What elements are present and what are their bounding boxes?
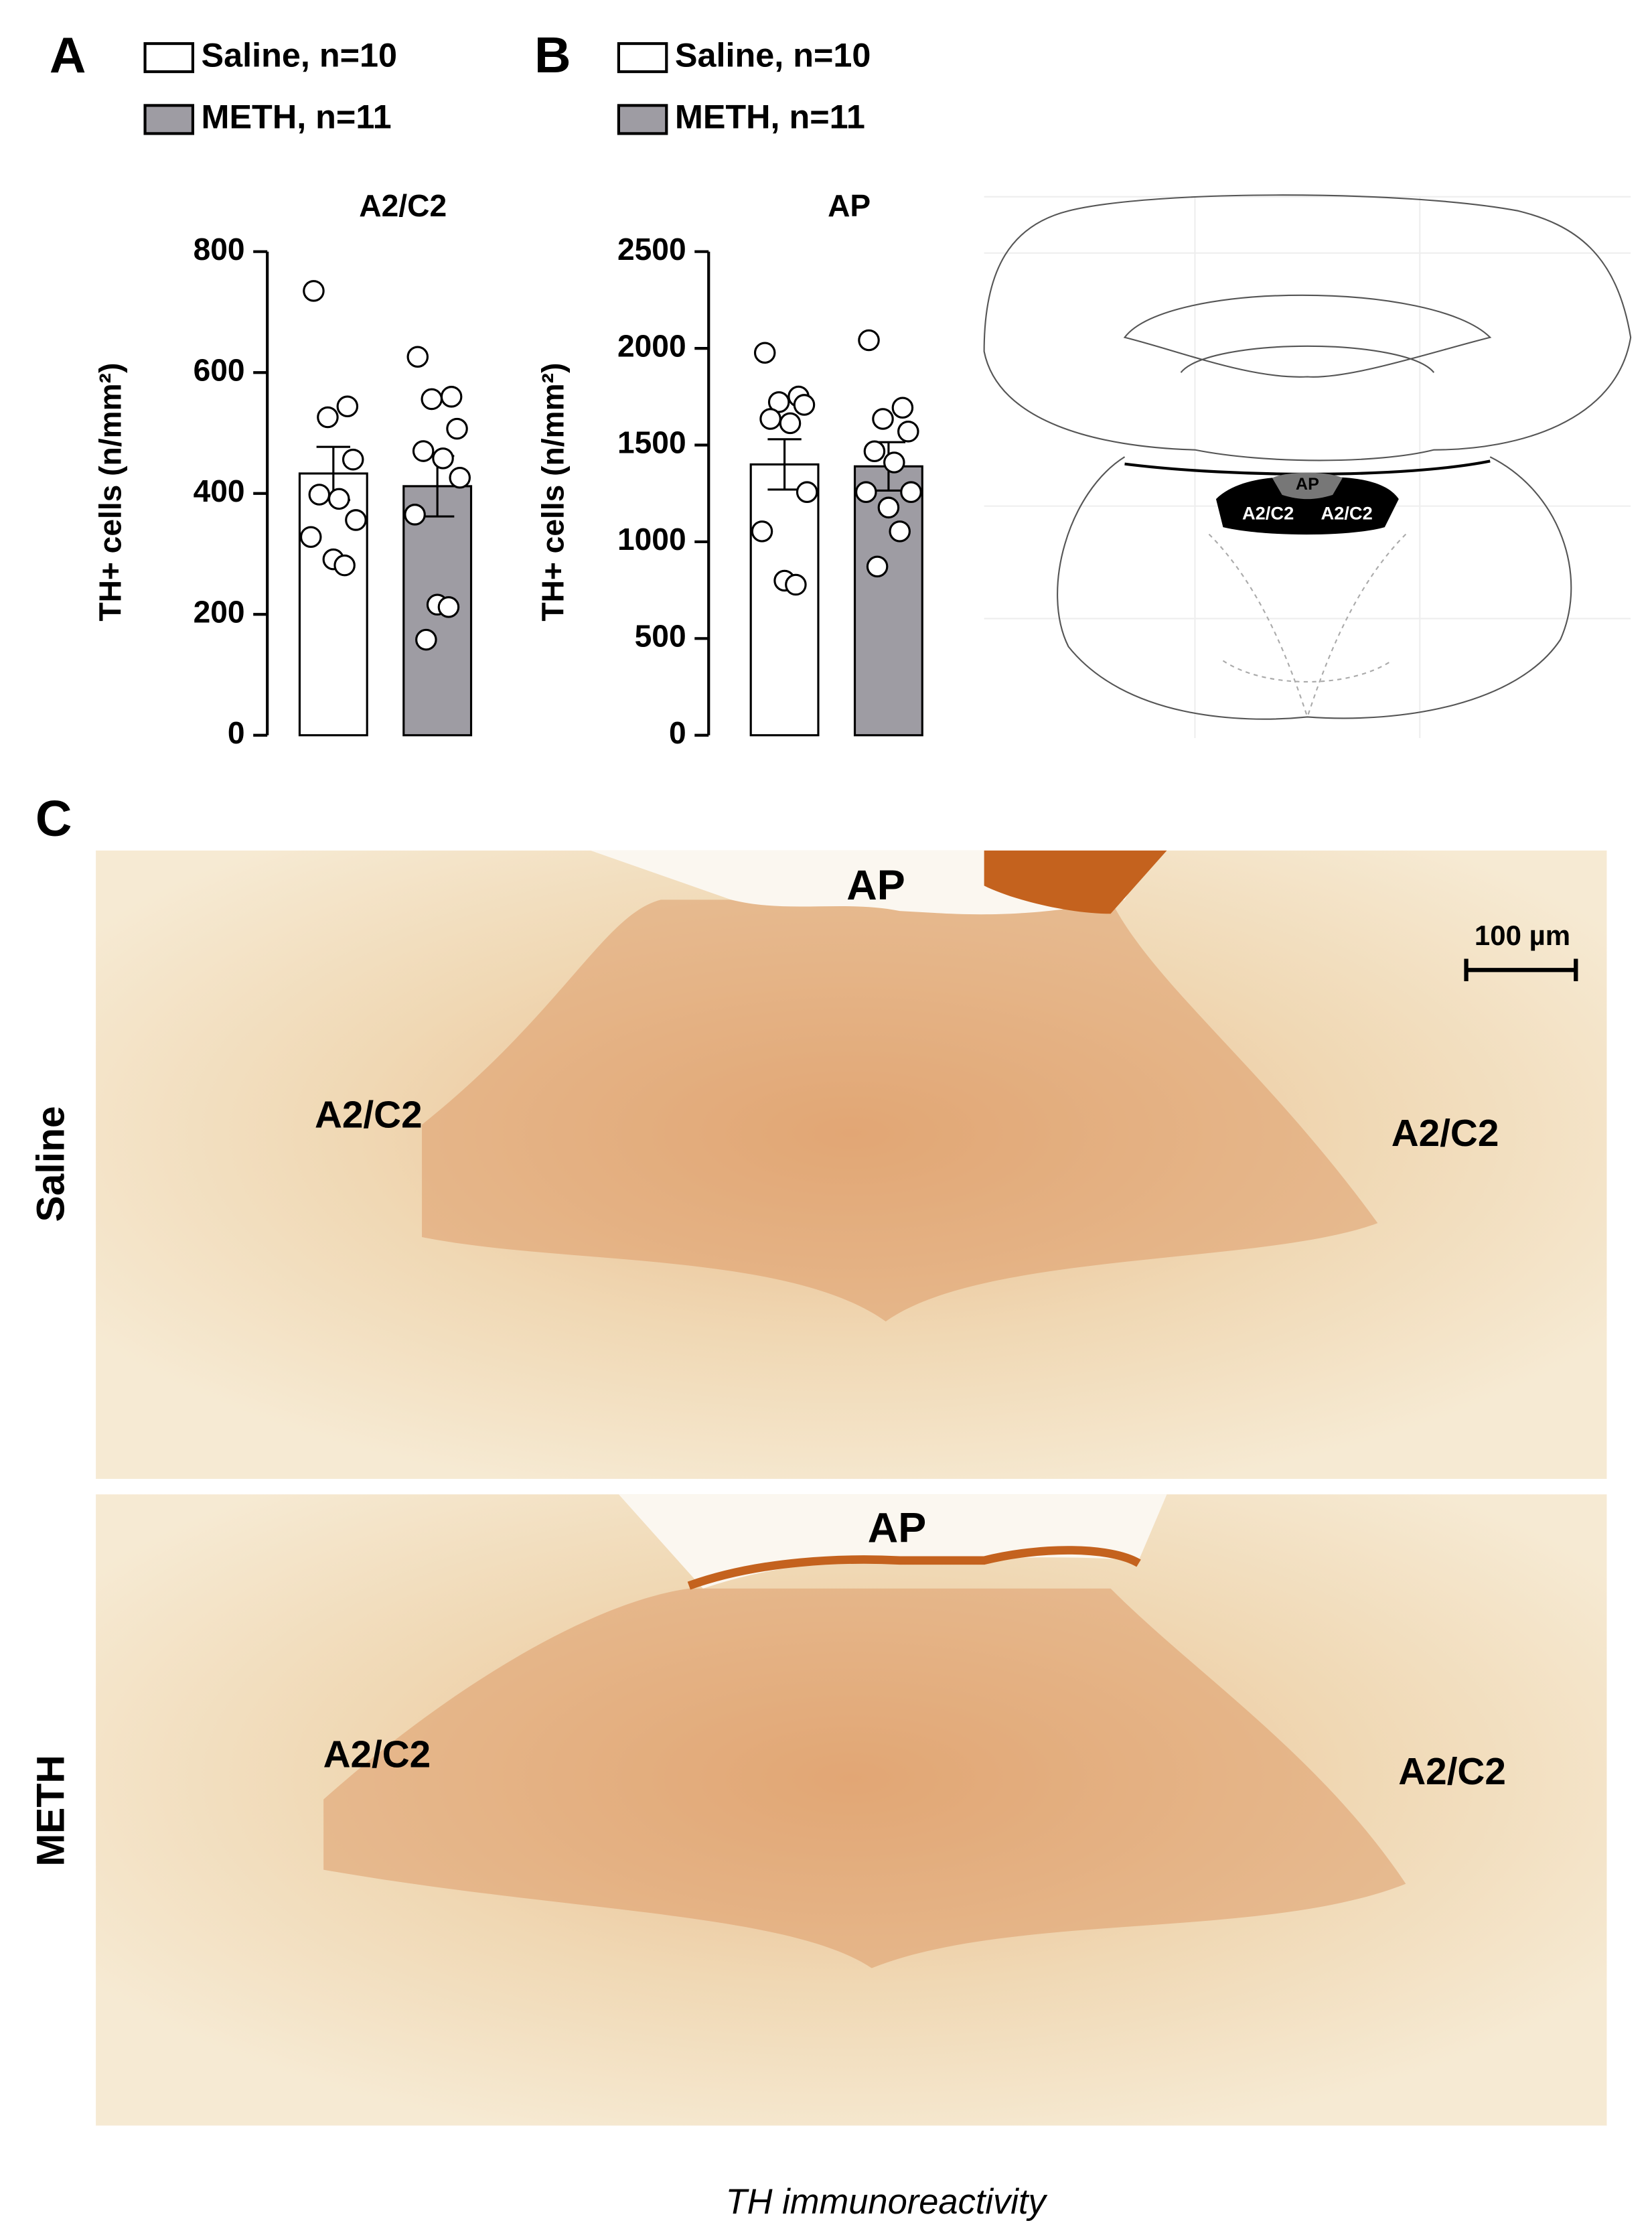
caption: TH immunoreactivity (726, 2183, 1048, 2222)
data-point (751, 520, 773, 543)
legend-swatch (617, 42, 668, 74)
y-tick-label: 2000 (617, 328, 686, 363)
data-point (327, 488, 350, 510)
data-point (891, 397, 914, 419)
data-point (437, 596, 460, 618)
data-point (317, 406, 339, 429)
data-point (308, 484, 331, 506)
panel-label: A (50, 27, 86, 84)
diagram-label: AP (1296, 475, 1319, 494)
y-tick-label: 600 (194, 352, 245, 387)
data-point (759, 408, 781, 430)
data-point (299, 526, 322, 548)
legend-swatch (143, 104, 195, 135)
y-axis-label: TH+ cells (n/mm²) (536, 363, 571, 622)
micrograph-label: A2/C2 (315, 1094, 423, 1137)
data-point (796, 481, 818, 503)
legend-label: METH, n=11 (202, 98, 392, 136)
micrograph-label: A2/C2 (1392, 1112, 1499, 1155)
data-point (421, 388, 443, 411)
data-point (432, 447, 454, 470)
data-point (785, 573, 807, 596)
micrograph-label: AP (846, 862, 905, 909)
data-point (415, 628, 437, 651)
error-bar (767, 438, 802, 491)
chart-title: A2/C2 (359, 188, 447, 223)
y-tick-label: 200 (194, 594, 245, 629)
data-point (855, 481, 877, 503)
scale-bar-label: 100 µm (1475, 920, 1570, 951)
data-point (900, 481, 922, 503)
bar (749, 463, 820, 737)
diagram-label: A2/C2 (1242, 502, 1294, 523)
data-point (883, 451, 905, 474)
data-point (333, 554, 356, 577)
data-point (446, 417, 468, 440)
y-tick-label: 0 (228, 715, 245, 750)
data-point (897, 421, 919, 443)
data-point (877, 496, 900, 519)
legend-label: Saline, n=10 (675, 35, 871, 74)
data-point (889, 520, 911, 543)
micrograph-saline (96, 850, 1607, 1480)
y-tick-label: 1500 (617, 425, 686, 460)
legend-label: Saline, n=10 (202, 35, 398, 74)
scale-bar (1464, 958, 1578, 982)
data-point (342, 448, 364, 471)
y-tick-label: 400 (194, 474, 245, 508)
y-tick-label: 2500 (617, 232, 686, 267)
data-point (753, 342, 776, 364)
data-point (406, 346, 429, 368)
data-point (449, 466, 471, 489)
data-point (345, 509, 367, 531)
y-tick-label: 1000 (617, 522, 686, 557)
data-point (793, 394, 816, 416)
chart-title: AP (828, 188, 871, 223)
micrograph-meth (96, 1494, 1607, 2126)
data-point (412, 440, 435, 462)
brain-diagram (983, 194, 1632, 738)
y-axis-label: TH+ cells (n/mm²) (92, 363, 127, 622)
micrograph-label: A2/C2 (323, 1734, 431, 1776)
micrograph-label: A2/C2 (1398, 1751, 1506, 1793)
diagram-label: A2/C2 (1321, 502, 1373, 523)
bar (298, 472, 368, 737)
condition-label: Saline (29, 1106, 73, 1222)
data-point (404, 504, 426, 526)
legend-swatch (143, 42, 195, 74)
legend-label: METH, n=11 (675, 98, 865, 136)
panel-label: B (534, 27, 571, 84)
panel-label: C (35, 791, 72, 847)
condition-label: METH (29, 1755, 73, 1866)
data-point (440, 386, 463, 408)
y-tick-label: 0 (669, 715, 686, 750)
data-point (336, 395, 359, 418)
data-point (866, 555, 889, 578)
legend-swatch (617, 104, 668, 135)
data-point (767, 391, 790, 413)
y-tick-label: 800 (194, 232, 245, 267)
data-point (303, 280, 325, 302)
y-tick-label: 500 (635, 619, 686, 654)
data-point (858, 329, 880, 352)
data-point (863, 440, 886, 463)
data-point (872, 408, 894, 430)
micrograph-label: AP (868, 1504, 926, 1551)
data-point (779, 412, 802, 435)
